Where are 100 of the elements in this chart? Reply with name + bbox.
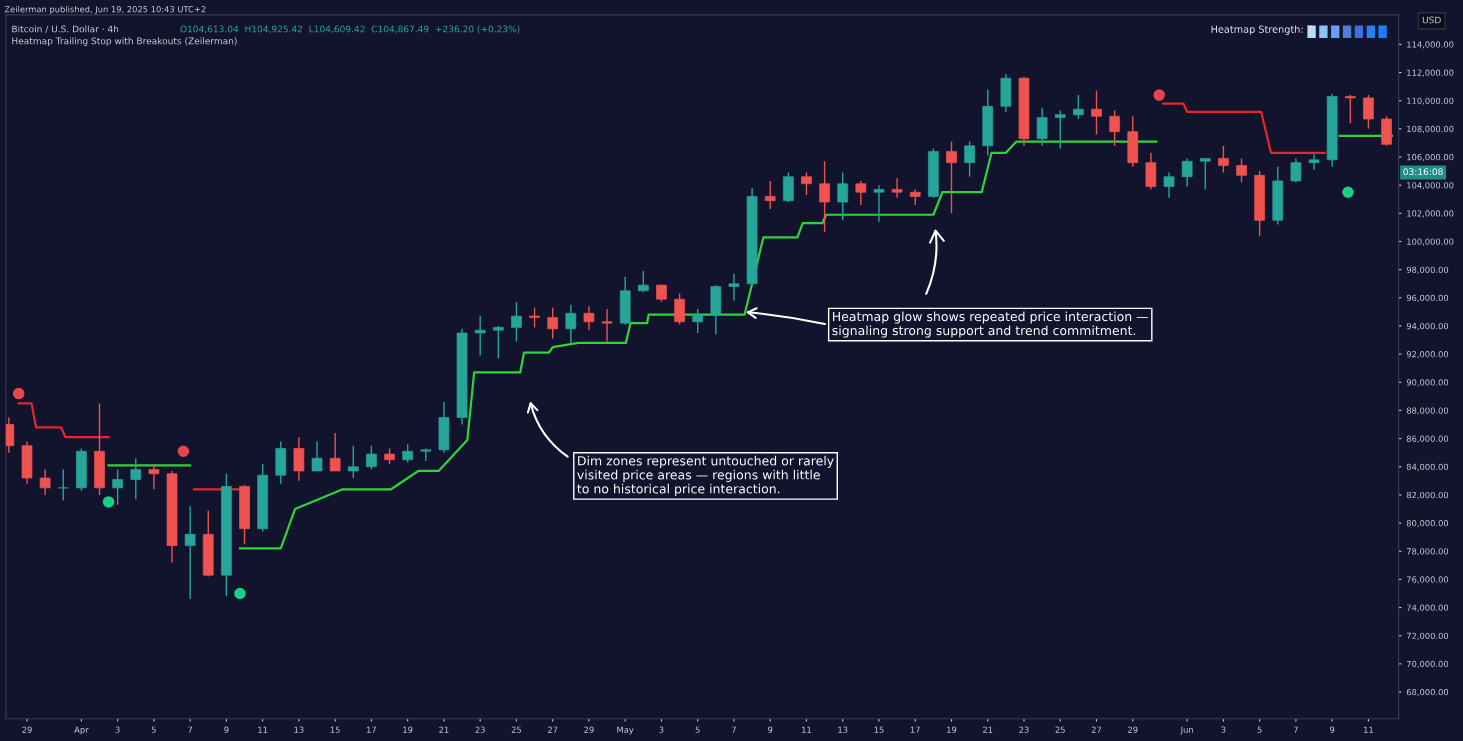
- x-tick-label: Jun: [1180, 726, 1193, 735]
- x-tick-label: 7: [732, 726, 736, 733]
- candlestick: [402, 443, 414, 464]
- y-tick-label: 106,000.00: [1407, 154, 1454, 162]
- x-tick-label: 3: [115, 726, 120, 733]
- candlestick: [511, 301, 522, 343]
- x-tick-label: 7: [1293, 726, 1298, 733]
- candlestick: [1054, 109, 1066, 150]
- x-tick-label: 11: [802, 726, 811, 733]
- candlestick: [547, 306, 559, 340]
- candlestick: [801, 171, 812, 196]
- x-tick-label: May: [617, 726, 634, 735]
- text: USD: [1422, 16, 1441, 24]
- x-tick-label: 23: [1019, 726, 1029, 733]
- candlestick: [565, 304, 577, 344]
- y-tick-label: 102,000.00: [1407, 210, 1454, 218]
- y-tick-label: 70,000.00: [1406, 660, 1449, 668]
- annotation: Heatmap glow shows repeated price interaction — signaling strong support and trend commitment.: [832, 311, 1149, 338]
- candlestick: [347, 444, 359, 479]
- candlestick: [492, 325, 504, 360]
- candlestick: [311, 440, 323, 472]
- candlestick: [891, 177, 903, 199]
- y-tick-label: 84,000.00: [1406, 463, 1449, 471]
- candlestick: [855, 180, 867, 206]
- candlestick: [57, 468, 69, 502]
- point: [12, 387, 25, 400]
- candlestick: [637, 270, 649, 293]
- y-tick-label: 76,000.00: [1406, 576, 1449, 584]
- x-tick-label: 23: [475, 726, 485, 733]
- x-tick-label: 15: [874, 726, 884, 733]
- x-tick-label: 25: [511, 726, 522, 733]
- candlestick: [1236, 157, 1247, 184]
- text: 03:16:08: [1403, 168, 1443, 176]
- annotation: Dim zones represent untouched or rarely visited price areas — regions with little to no historical price interaction.: [577, 455, 834, 496]
- candlestick: [529, 306, 540, 329]
- candlestick: [1036, 107, 1048, 147]
- x-tick-label: 21: [439, 726, 449, 733]
- candlestick: [1073, 94, 1084, 120]
- x-tick-label: 15: [330, 726, 340, 733]
- candlestick: [329, 432, 341, 472]
- x-tick-label: 29: [584, 726, 594, 733]
- candlestick: [674, 292, 685, 326]
- point: [102, 496, 115, 508]
- candlestick: [1363, 94, 1374, 130]
- x-tick-label: 3: [659, 726, 664, 733]
- x-tick-label: 9: [1330, 726, 1335, 733]
- x-tick-label: 17: [367, 726, 377, 733]
- y-tick-label: 112,000.00: [1407, 69, 1454, 77]
- x-tick-label: 3: [1221, 726, 1226, 733]
- x-tick-label: 9: [224, 726, 229, 733]
- y-tick-label: 92,000.00: [1406, 351, 1449, 359]
- candlestick: [819, 160, 830, 233]
- candlestick: [964, 140, 975, 178]
- x-tick-label: 5: [151, 726, 156, 733]
- x-tick-label: 27: [548, 726, 558, 733]
- y-tick-label: 94,000.00: [1406, 322, 1449, 331]
- x-tick-label: 19: [947, 726, 957, 733]
- x-tick-label: 7: [188, 726, 193, 733]
- x-tick-label: 9: [768, 726, 773, 733]
- candlestick: [837, 171, 849, 222]
- candlestick: [366, 444, 377, 471]
- candlestick: [1344, 94, 1356, 124]
- candlestick: [1163, 171, 1175, 199]
- y-tick-label: 68,000.00: [1406, 689, 1449, 697]
- x-tick-label: 29: [1128, 726, 1138, 733]
- x-tick-label: 5: [695, 726, 700, 733]
- candlestick: [130, 457, 142, 500]
- candlestick: [764, 180, 776, 210]
- candlestick: [946, 140, 957, 215]
- candlestick: [184, 505, 196, 600]
- x-tick-label: 11: [258, 726, 268, 733]
- y-tick-label: 72,000.00: [1406, 632, 1449, 640]
- x-tick-label: 21: [983, 726, 993, 733]
- y-tick-label: 74,000.00: [1406, 604, 1449, 612]
- annotation: O104,613.04 H104,925.42 L104,609.42 C104,867.49 +236.20 (+0.23%): [180, 25, 520, 34]
- point: [177, 445, 190, 458]
- candlestick: [1109, 109, 1120, 147]
- y-tick-label: 80,000.00: [1406, 520, 1449, 528]
- candlestick: [5, 416, 15, 454]
- y-tick-label: 96,000.00: [1406, 294, 1449, 302]
- y-tick-label: 98,000.00: [1406, 266, 1449, 274]
- text: Bitcoin / U.S. Dollar · 4h: [12, 25, 119, 34]
- candlestick: [112, 468, 123, 506]
- candlestick: [39, 468, 51, 496]
- text: Zeilerman published, Jun 19, 2025 10:43 UTC+2: [4, 5, 206, 14]
- candlestick: [692, 308, 704, 334]
- x-tick-label: 25: [1055, 726, 1065, 733]
- candlestick: [148, 463, 160, 490]
- candlestick: [583, 305, 595, 331]
- y-tick-label: 114,000.00: [1407, 41, 1454, 49]
- y-tick-label: 82,000.00: [1406, 491, 1449, 500]
- x-tick-label: 11: [1364, 726, 1373, 733]
- y-tick-label: 90,000.00: [1406, 379, 1449, 387]
- candlestick: [293, 436, 305, 482]
- y-tick-label: 110,000.00: [1407, 97, 1454, 105]
- candlestick: [474, 315, 486, 357]
- candlestick: [1199, 157, 1211, 191]
- y-tick-label: 88,000.00: [1406, 407, 1449, 415]
- x-tick-label: 29: [22, 726, 32, 733]
- candlestick: [1145, 152, 1157, 191]
